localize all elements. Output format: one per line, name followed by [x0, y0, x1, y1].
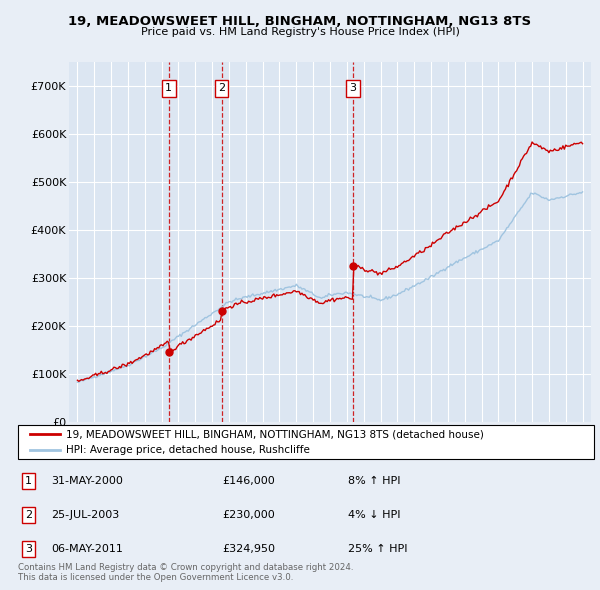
Text: 2: 2	[218, 83, 225, 93]
Text: Price paid vs. HM Land Registry's House Price Index (HPI): Price paid vs. HM Land Registry's House …	[140, 27, 460, 37]
Text: 2: 2	[25, 510, 32, 520]
Text: 3: 3	[25, 545, 32, 554]
Text: 06-MAY-2011: 06-MAY-2011	[51, 545, 123, 554]
Text: Contains HM Land Registry data © Crown copyright and database right 2024.: Contains HM Land Registry data © Crown c…	[18, 563, 353, 572]
Text: 25% ↑ HPI: 25% ↑ HPI	[348, 545, 407, 554]
Text: This data is licensed under the Open Government Licence v3.0.: This data is licensed under the Open Gov…	[18, 573, 293, 582]
Text: 4% ↓ HPI: 4% ↓ HPI	[348, 510, 401, 520]
Text: 19, MEADOWSWEET HILL, BINGHAM, NOTTINGHAM, NG13 8TS: 19, MEADOWSWEET HILL, BINGHAM, NOTTINGHA…	[68, 15, 532, 28]
Text: £146,000: £146,000	[222, 476, 275, 486]
Text: 1: 1	[25, 476, 32, 486]
Text: £324,950: £324,950	[222, 545, 275, 554]
Text: HPI: Average price, detached house, Rushcliffe: HPI: Average price, detached house, Rush…	[66, 445, 310, 455]
Text: £230,000: £230,000	[222, 510, 275, 520]
Text: 3: 3	[349, 83, 356, 93]
Text: 8% ↑ HPI: 8% ↑ HPI	[348, 476, 401, 486]
Text: 19, MEADOWSWEET HILL, BINGHAM, NOTTINGHAM, NG13 8TS (detached house): 19, MEADOWSWEET HILL, BINGHAM, NOTTINGHA…	[66, 430, 484, 440]
Text: 31-MAY-2000: 31-MAY-2000	[51, 476, 123, 486]
Text: 25-JUL-2003: 25-JUL-2003	[51, 510, 119, 520]
Text: 1: 1	[165, 83, 172, 93]
